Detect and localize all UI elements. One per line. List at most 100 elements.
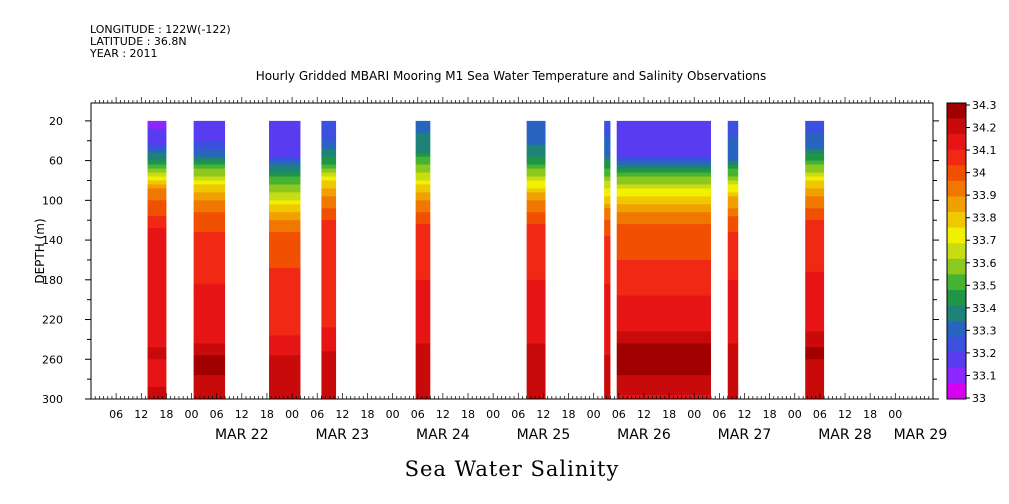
- salinity-cell: [727, 379, 739, 384]
- colorbar-label: 34.2: [972, 122, 997, 135]
- salinity-cell: [193, 204, 226, 209]
- salinity-cell: [269, 196, 301, 201]
- salinity-cell: [805, 140, 825, 146]
- salinity-cell: [604, 347, 611, 352]
- salinity-cell: [193, 208, 226, 213]
- salinity-cell: [616, 343, 711, 348]
- salinity-cell: [604, 319, 611, 325]
- salinity-cell: [604, 208, 611, 213]
- salinity-cell: [805, 172, 825, 177]
- salinity-cell: [147, 259, 167, 265]
- salinity-cell: [147, 391, 167, 396]
- salinity-cell: [147, 263, 167, 269]
- x-tick-label: 06: [712, 408, 726, 421]
- salinity-cell: [616, 303, 711, 309]
- salinity-cell: [321, 347, 337, 352]
- salinity-cell: [193, 140, 226, 146]
- salinity-cell: [805, 212, 825, 217]
- salinity-cell: [269, 299, 301, 305]
- salinity-cell: [604, 220, 611, 225]
- data-segment: [321, 120, 337, 400]
- x-tick-label: 12: [536, 408, 550, 421]
- salinity-cell: [526, 287, 546, 293]
- salinity-cell: [526, 395, 546, 400]
- salinity-cell: [805, 244, 825, 249]
- salinity-cell: [727, 240, 739, 245]
- salinity-cell: [147, 307, 167, 313]
- salinity-cell: [193, 379, 226, 384]
- x-tick-label: 12: [838, 408, 852, 421]
- salinity-cell: [805, 283, 825, 289]
- salinity-cell: [321, 192, 337, 197]
- salinity-cell: [604, 152, 611, 158]
- salinity-cell: [193, 347, 226, 352]
- salinity-cell: [727, 232, 739, 237]
- salinity-cell: [321, 323, 337, 328]
- salinity-cell: [147, 343, 167, 348]
- salinity-cell: [147, 120, 167, 126]
- salinity-cell: [321, 375, 337, 380]
- salinity-cell: [805, 144, 825, 150]
- salinity-cell: [616, 363, 711, 368]
- salinity-cell: [147, 132, 167, 138]
- data-segment: [526, 120, 546, 400]
- salinity-cell: [269, 323, 301, 328]
- salinity-cell: [193, 124, 226, 130]
- salinity-cell: [193, 196, 226, 201]
- salinity-cell: [193, 327, 226, 332]
- salinity-cell: [616, 315, 711, 321]
- salinity-cell: [415, 295, 431, 301]
- x-tick-label: 06: [109, 408, 123, 421]
- salinity-cell: [604, 395, 611, 400]
- salinity-cell: [526, 311, 546, 317]
- salinity-cell: [321, 232, 337, 237]
- salinity-cell: [727, 367, 739, 372]
- x-tick-label: 00: [888, 408, 902, 421]
- salinity-cell: [147, 212, 167, 217]
- salinity-cell: [321, 303, 337, 309]
- salinity-cell: [526, 319, 546, 325]
- salinity-cell: [147, 188, 167, 193]
- salinity-cell: [147, 128, 167, 134]
- salinity-cell: [526, 259, 546, 265]
- salinity-cell: [604, 299, 611, 305]
- salinity-cell: [616, 391, 711, 396]
- salinity-cell: [526, 255, 546, 261]
- salinity-cell: [616, 287, 711, 293]
- salinity-cell: [526, 283, 546, 289]
- salinity-cell: [321, 240, 337, 245]
- salinity-cell: [321, 180, 337, 185]
- salinity-cell: [147, 279, 167, 285]
- salinity-cell: [147, 395, 167, 400]
- salinity-cell: [616, 172, 711, 177]
- salinity-cell: [321, 307, 337, 313]
- salinity-cell: [526, 303, 546, 309]
- x-tick-label: 00: [687, 408, 701, 421]
- salinity-cell: [147, 156, 167, 162]
- salinity-cell: [321, 383, 337, 388]
- salinity-cell: [526, 220, 546, 225]
- salinity-cell: [727, 271, 739, 277]
- chart-subtitle: Sea Water Salinity: [405, 457, 620, 481]
- salinity-cell: [604, 184, 611, 189]
- salinity-cell: [805, 263, 825, 269]
- salinity-cell: [526, 263, 546, 269]
- salinity-cell: [805, 307, 825, 313]
- salinity-cell: [269, 383, 301, 388]
- salinity-cell: [415, 216, 431, 221]
- salinity-cell: [147, 220, 167, 225]
- salinity-cell: [321, 319, 337, 325]
- salinity-cell: [727, 168, 739, 174]
- salinity-cell: [727, 351, 739, 356]
- salinity-cell: [321, 255, 337, 261]
- salinity-cell: [604, 136, 611, 142]
- salinity-cell: [193, 335, 226, 340]
- colorbar-label: 33.7: [972, 234, 997, 247]
- salinity-cell: [415, 144, 431, 150]
- salinity-cell: [604, 240, 611, 245]
- salinity-cell: [805, 343, 825, 348]
- salinity-cell: [321, 395, 337, 400]
- colorbar-swatch: [947, 258, 966, 275]
- colorbar-swatch: [947, 274, 966, 291]
- salinity-cell: [727, 307, 739, 313]
